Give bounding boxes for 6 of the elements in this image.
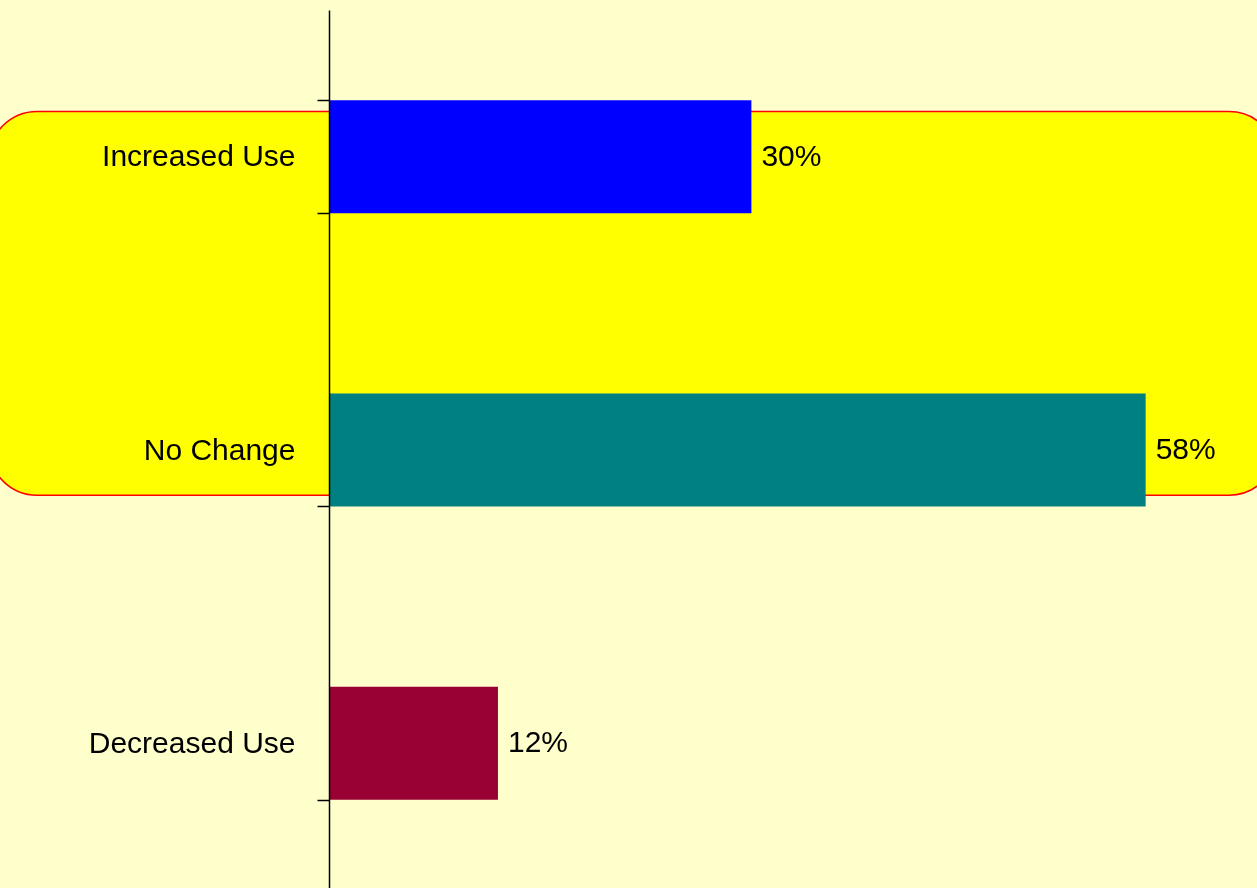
data-label: 58%	[1155, 432, 1216, 465]
y-tick-label: Increased Use	[102, 139, 296, 173]
data-label: 30%	[761, 138, 822, 172]
y-tick-label: No Change	[143, 432, 296, 466]
data-label: 12%	[507, 725, 569, 759]
y-tick-label: Decreased Use	[88, 725, 296, 759]
